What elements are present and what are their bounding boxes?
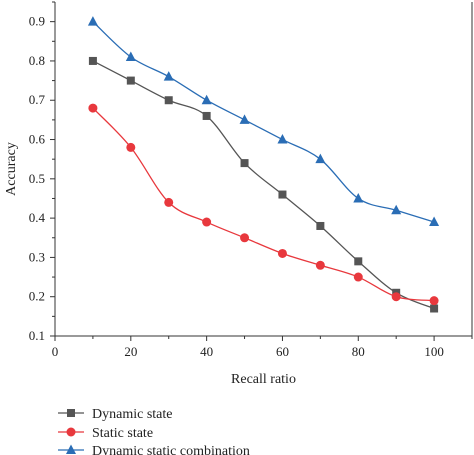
- data-point: [315, 153, 326, 164]
- data-point: [202, 217, 212, 227]
- data-point: [353, 192, 364, 203]
- x-tick-label: 20: [124, 344, 137, 359]
- y-tick-label: 0.9: [29, 14, 45, 29]
- y-tick-label: 0.4: [29, 210, 46, 225]
- data-point: [202, 111, 211, 120]
- data-point: [126, 142, 136, 152]
- series-line: [92, 60, 435, 310]
- legend: Dynamic state Static state Dynamic static …: [58, 407, 250, 455]
- data-point: [125, 51, 136, 62]
- data-point: [201, 94, 212, 105]
- data-point: [354, 257, 363, 266]
- series-line: [92, 107, 435, 302]
- data-point: [164, 197, 174, 207]
- series-dynamic-state: [88, 56, 439, 313]
- x-axis-title: Recall ratio: [231, 372, 296, 387]
- legend-swatch-marker: [66, 427, 76, 437]
- legend-label: Dynamic state: [92, 407, 172, 422]
- axes: 0 20 40 60 80 100 0.1 0.2 0.3 0.4 0.5 0.6 0.7 0.8 0.9: [29, 1, 473, 359]
- data-point: [87, 16, 98, 26]
- y-tick-label: 0.6: [29, 132, 46, 147]
- legend-label: Static state: [92, 426, 153, 441]
- x-tick-label: 60: [276, 344, 289, 359]
- legend-item: Dynamic static combination: [58, 444, 250, 455]
- legend-item: Static state: [58, 426, 153, 441]
- data-point: [277, 248, 287, 258]
- data-point: [391, 292, 401, 302]
- data-point: [391, 204, 402, 215]
- series-dynamic-static-combination: [87, 16, 440, 227]
- data-point: [239, 114, 250, 124]
- legend-swatch-marker: [67, 409, 75, 417]
- data-point: [277, 134, 288, 144]
- y-axis-title: Accuracy: [4, 142, 19, 196]
- data-point: [430, 304, 439, 313]
- legend-swatch-marker: [66, 444, 76, 454]
- data-point: [88, 56, 97, 65]
- data-point: [278, 190, 287, 199]
- legend-item: Dynamic state: [58, 407, 172, 422]
- data-point: [429, 296, 439, 306]
- x-tick-label: 100: [424, 344, 444, 359]
- data-point: [126, 76, 135, 85]
- series-layer: [87, 16, 440, 313]
- x-tick-label: 0: [52, 344, 59, 359]
- data-point: [163, 71, 174, 81]
- y-tick-label: 0.7: [29, 92, 46, 107]
- series-static-state: [88, 103, 439, 306]
- legend-label: Dynamic static combination: [92, 444, 250, 455]
- y-tick-label: 0.8: [29, 53, 45, 68]
- data-point: [240, 159, 249, 168]
- data-point: [240, 233, 250, 243]
- y-tick-label: 0.2: [29, 289, 45, 304]
- y-tick-label: 0.1: [29, 328, 45, 343]
- data-point: [353, 272, 363, 282]
- x-tick-label: 40: [200, 344, 213, 359]
- data-point: [88, 103, 98, 113]
- x-tick-label: 80: [352, 344, 365, 359]
- data-point: [316, 221, 325, 230]
- data-point: [315, 260, 325, 270]
- y-tick-label: 0.3: [29, 249, 45, 264]
- data-point: [164, 96, 173, 105]
- data-point: [429, 216, 440, 227]
- y-tick-label: 0.5: [29, 171, 45, 186]
- series-line: [92, 21, 435, 223]
